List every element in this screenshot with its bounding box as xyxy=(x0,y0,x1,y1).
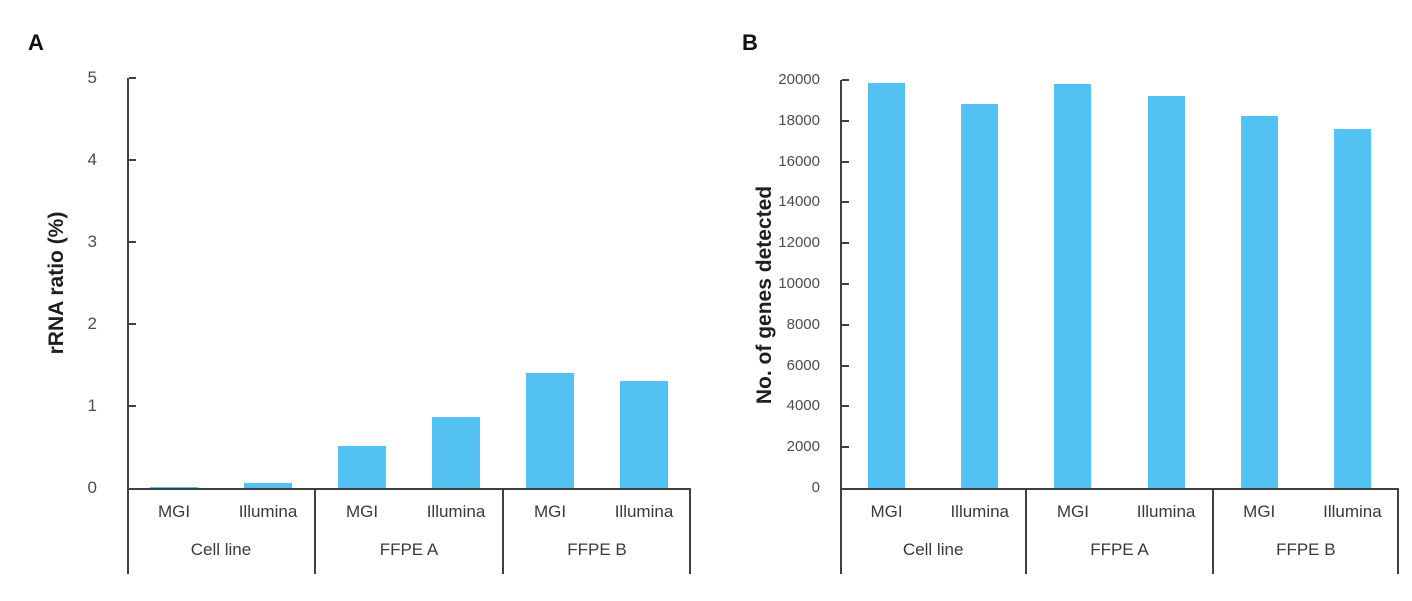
group-label: Cell line xyxy=(190,540,252,559)
y-axis-tick-label: 10000 xyxy=(778,275,820,292)
y-axis-tick-label: 6000 xyxy=(786,356,820,374)
y-axis-tick-label: 2 xyxy=(87,314,97,333)
group-label: FFPE B xyxy=(1276,540,1336,559)
y-axis-tick-label: 0 xyxy=(811,479,820,496)
category-label: Illumina xyxy=(1136,502,1196,521)
panel-label-a: A xyxy=(28,30,44,55)
bar-ffpe-b-mgi xyxy=(1240,115,1278,488)
y-axis-tick xyxy=(842,201,849,204)
y-axis-tick xyxy=(129,405,136,407)
y-axis-line xyxy=(127,78,129,488)
bar-ffpe-a-illumina xyxy=(1147,96,1185,488)
category-label: MGI xyxy=(157,502,191,521)
y-axis-tick-label: 12000 xyxy=(778,234,820,252)
category-divider xyxy=(1211,490,1214,574)
category-label: MGI xyxy=(1056,502,1089,521)
category-label: Illumina xyxy=(426,502,486,521)
y-axis-tick xyxy=(129,159,136,161)
y-axis-tick xyxy=(842,364,849,367)
category-label: Illumina xyxy=(238,502,298,521)
bar-ffpe-b-illumina xyxy=(1333,128,1371,488)
panel-a: A rRNA ratio (%) 0 1 2 3 4 5 MGI Illumina MGI Il… xyxy=(28,30,691,574)
y-axis-tick-label: 4000 xyxy=(786,397,820,415)
bar-cell-line-illumina xyxy=(244,483,292,488)
panel-label-b: B xyxy=(742,30,758,55)
panel-b: B No. of genes detected 0 2000 4000 6000 800… xyxy=(706,0,1412,601)
category-label: Illumina xyxy=(1323,502,1382,521)
y-axis-tick xyxy=(842,446,849,449)
plot-area: 0 2000 4000 6000 8000 10000 12000 14000 16000 180… xyxy=(778,71,1399,496)
y-axis-tick-label: 16000 xyxy=(778,152,820,170)
y-axis-tick xyxy=(842,242,849,245)
bar-ffpe-a-illumina xyxy=(432,416,480,488)
category-divider xyxy=(840,490,842,574)
category-axis-table: MGI Illumina MGI Illumina MGI Illumina Cell li… xyxy=(127,488,691,574)
y-axis-tick xyxy=(842,160,849,163)
y-axis-tick-label: 20000 xyxy=(778,71,820,88)
y-axis-tick xyxy=(842,323,849,326)
group-label: FFPE A xyxy=(379,540,439,559)
bar-cell-line-mgi xyxy=(150,487,198,488)
y-axis-tick-label: 0 xyxy=(87,478,97,497)
y-axis-tick xyxy=(842,119,849,122)
y-axis-tick xyxy=(842,405,849,408)
group-label: Cell line xyxy=(902,540,964,559)
y-axis-tick-label: 5 xyxy=(87,68,97,87)
y-axis-line xyxy=(840,80,842,488)
category-label: MGI xyxy=(345,502,379,521)
bar-ffpe-a-mgi xyxy=(1054,84,1092,488)
category-label: MGI xyxy=(1243,502,1276,521)
y-axis-tick-label: 8000 xyxy=(786,315,820,333)
bar-ffpe-b-illumina xyxy=(620,381,668,488)
category-label: Illumina xyxy=(614,502,674,521)
y-axis-tick-label: 14000 xyxy=(778,193,820,211)
category-divider xyxy=(1397,490,1399,574)
group-label: FFPE B xyxy=(567,540,627,559)
category-divider xyxy=(689,490,691,574)
category-divider xyxy=(502,490,504,574)
category-label: MGI xyxy=(533,502,567,521)
y-axis-tick-label: 2000 xyxy=(786,438,820,456)
category-label: MGI xyxy=(870,502,903,521)
category-divider xyxy=(314,490,316,574)
y-axis-tick-label: 1 xyxy=(87,396,97,415)
bar-cell-line-illumina xyxy=(961,104,999,488)
y-axis-tick-label: 18000 xyxy=(778,111,820,129)
y-axis-tick-label: 3 xyxy=(87,232,97,251)
bar-cell-line-mgi xyxy=(868,83,906,488)
bar-ffpe-a-mgi xyxy=(338,446,386,488)
category-divider xyxy=(127,490,129,574)
y-axis-tick xyxy=(129,77,136,79)
y-axis-tick xyxy=(842,283,849,285)
category-divider xyxy=(1025,490,1028,574)
category-axis-table: MGI Illumina MGI Illumina MGI Illumina Cell li… xyxy=(840,488,1399,574)
y-axis-tick xyxy=(129,241,136,243)
y-axis-tick xyxy=(129,323,136,325)
y-axis-tick-label: 4 xyxy=(87,150,97,169)
bar-ffpe-b-mgi xyxy=(526,373,574,488)
plot-area: 0 1 2 3 4 5 xyxy=(88,68,691,497)
category-label: Illumina xyxy=(950,502,1010,521)
y-axis-tick xyxy=(842,79,849,81)
group-label: FFPE A xyxy=(1090,540,1149,559)
y-axis-title-rrna-ratio: rRNA ratio (%) xyxy=(45,211,68,355)
